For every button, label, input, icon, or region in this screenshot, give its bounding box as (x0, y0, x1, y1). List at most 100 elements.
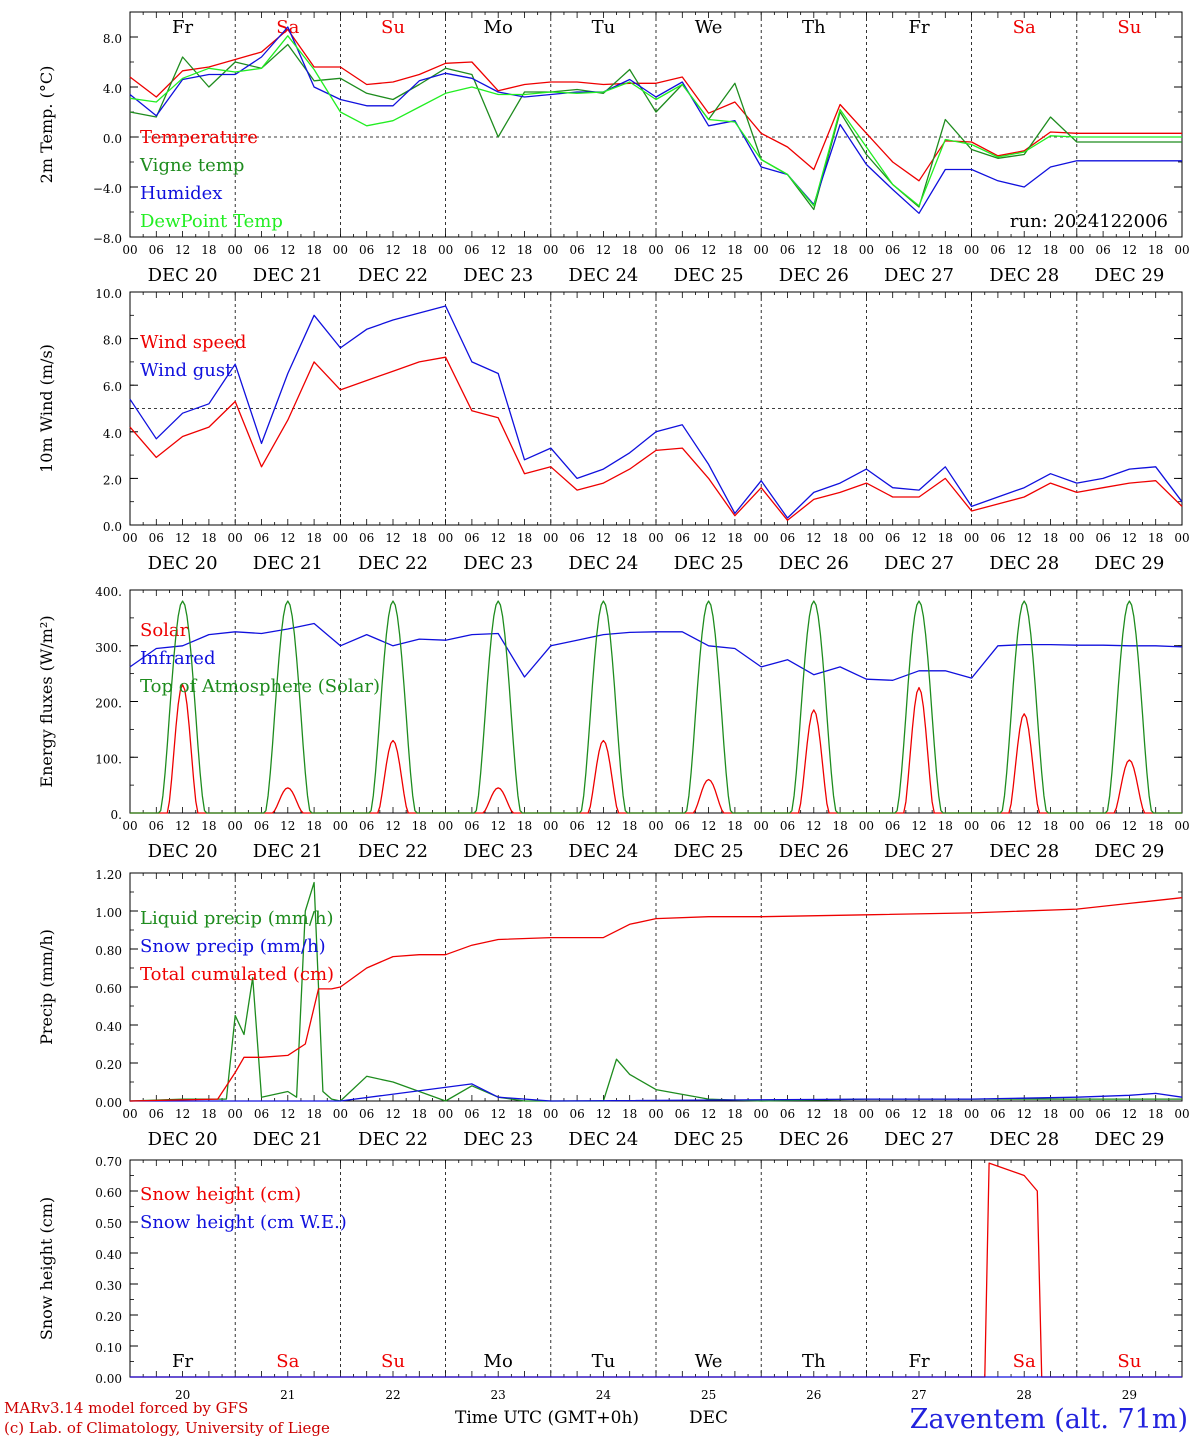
hour-tick-label: 06 (464, 243, 479, 257)
legend-entry: Total cumulated (cm) (140, 964, 334, 985)
y-tick-label: 2.0 (103, 473, 122, 487)
hour-tick-label: 06 (1095, 819, 1110, 833)
date-label: DEC 24 (568, 265, 638, 286)
y-tick-label: 6.0 (103, 380, 122, 394)
y-tick-label: 0.20 (95, 1310, 122, 1324)
y-axis-label: Snow height (cm) (37, 1197, 56, 1340)
hour-tick-label: 12 (1122, 1107, 1137, 1121)
series-line-2 (129, 305, 1183, 519)
series-line-1 (129, 356, 1183, 521)
hour-tick-label: 12 (175, 819, 190, 833)
day-abbr: Tu (592, 1351, 616, 1372)
y-tick-label: 0.20 (95, 1058, 122, 1072)
date-label: DEC 27 (884, 1129, 954, 1150)
hour-tick-label: 06 (675, 1107, 690, 1121)
hour-tick-label: 12 (175, 1107, 190, 1121)
hour-tick-label: 00 (228, 243, 243, 257)
hour-tick-label: 06 (675, 243, 690, 257)
day-abbr: Tu (592, 17, 616, 38)
hour-tick-label: 12 (911, 531, 926, 545)
hour-tick-label: 18 (727, 243, 742, 257)
x-axis-label: Time UTC (GMT+0h) (455, 1408, 639, 1428)
y-tick-label: 0.00 (95, 1372, 122, 1386)
series-line-2 (129, 43, 1182, 211)
day-abbr: Mo (484, 1351, 513, 1372)
day-abbr: Th (802, 17, 826, 38)
hour-tick-label: 06 (569, 243, 584, 257)
y-tick-label: 10.0 (95, 287, 122, 301)
date-label: DEC 25 (674, 553, 744, 574)
hour-tick-label: 00 (964, 1107, 979, 1121)
hour-tick-label: 12 (175, 243, 190, 257)
hour-tick-label: 00 (228, 531, 243, 545)
hour-tick-label: 18 (412, 819, 427, 833)
y-tick-label: 0.50 (95, 1217, 122, 1231)
hour-tick-label: 12 (911, 1107, 926, 1121)
date-label: DEC 22 (358, 1129, 428, 1150)
legend-entry: Solar (140, 620, 189, 641)
hour-tick-label: 00 (333, 243, 348, 257)
hour-tick-label: 18 (517, 1107, 532, 1121)
hour-tick-label: 12 (385, 531, 400, 545)
hour-tick-label: 00 (648, 243, 663, 257)
hour-tick-label: 00 (438, 819, 453, 833)
hour-tick-label: 06 (149, 243, 164, 257)
day-abbr: Su (381, 1351, 405, 1372)
day-number: 20 (175, 1388, 190, 1402)
legend-entry: Snow height (cm) (140, 1184, 301, 1205)
legend-entry: Top of Atmosphere (Solar) (140, 676, 380, 697)
hour-tick-label: 06 (464, 1107, 479, 1121)
hour-tick-label: 00 (964, 819, 979, 833)
hour-tick-label: 18 (412, 243, 427, 257)
hour-tick-label: 12 (806, 819, 821, 833)
legend-entry: Snow precip (mm/h) (140, 936, 326, 957)
legend-entry: Humidex (140, 183, 222, 204)
hour-tick-label: 00 (859, 243, 874, 257)
date-label: DEC 28 (989, 265, 1059, 286)
hour-tick-label: 12 (385, 243, 400, 257)
date-label: DEC 21 (253, 265, 323, 286)
hour-tick-label: 18 (1043, 243, 1058, 257)
hour-tick-label: 18 (412, 531, 427, 545)
hour-tick-label: 00 (1069, 531, 1084, 545)
y-tick-label: 1.00 (95, 906, 122, 920)
y-axis-label: Precip (mm/h) (37, 929, 56, 1045)
hour-tick-label: 18 (938, 1107, 953, 1121)
hour-tick-label: 12 (1122, 243, 1137, 257)
date-label: DEC 29 (1094, 1129, 1164, 1150)
hour-tick-label: 18 (727, 531, 742, 545)
y-tick-label: 0.00 (95, 1096, 122, 1110)
date-label: DEC 20 (148, 841, 218, 862)
hour-tick-label: 06 (885, 1107, 900, 1121)
hour-tick-label: 06 (885, 243, 900, 257)
hour-tick-label: 12 (491, 243, 506, 257)
day-number: 21 (280, 1388, 295, 1402)
hour-tick-label: 06 (359, 531, 374, 545)
hour-tick-label: 18 (727, 1107, 742, 1121)
date-label: DEC 25 (674, 1129, 744, 1150)
hour-tick-label: 18 (201, 243, 216, 257)
y-tick-label: 0. (111, 808, 122, 822)
hour-tick-label: 06 (990, 243, 1005, 257)
y-tick-label: 4.0 (103, 427, 122, 441)
date-label: DEC 25 (674, 265, 744, 286)
x-axis-month: DEC (689, 1408, 728, 1428)
panel-3: 0. 100. 200. 300. 400. Energy fluxes (W/m²) 00… (37, 585, 1190, 862)
hour-tick-label: 00 (1069, 819, 1084, 833)
hour-tick-label: 12 (596, 243, 611, 257)
panel-4: 0.00 0.20 0.40 0.60 0.80 1.00 1.20 Precip (mm/h… (37, 868, 1190, 1150)
legend-entry: DewPoint Temp (140, 211, 283, 232)
y-tick-label: 8.0 (103, 334, 122, 348)
hour-tick-label: 00 (333, 531, 348, 545)
y-axis-label: 2m Temp. (°C) (37, 66, 56, 184)
hour-tick-label: 00 (122, 1107, 137, 1121)
hour-tick-label: 06 (675, 531, 690, 545)
hour-tick-label: 12 (175, 531, 190, 545)
hour-tick-label: 18 (517, 243, 532, 257)
hour-tick-label: 18 (832, 243, 847, 257)
hour-tick-label: 18 (622, 819, 637, 833)
hour-tick-label: 06 (464, 531, 479, 545)
hour-tick-label: 18 (832, 1107, 847, 1121)
hour-tick-label: 06 (359, 819, 374, 833)
